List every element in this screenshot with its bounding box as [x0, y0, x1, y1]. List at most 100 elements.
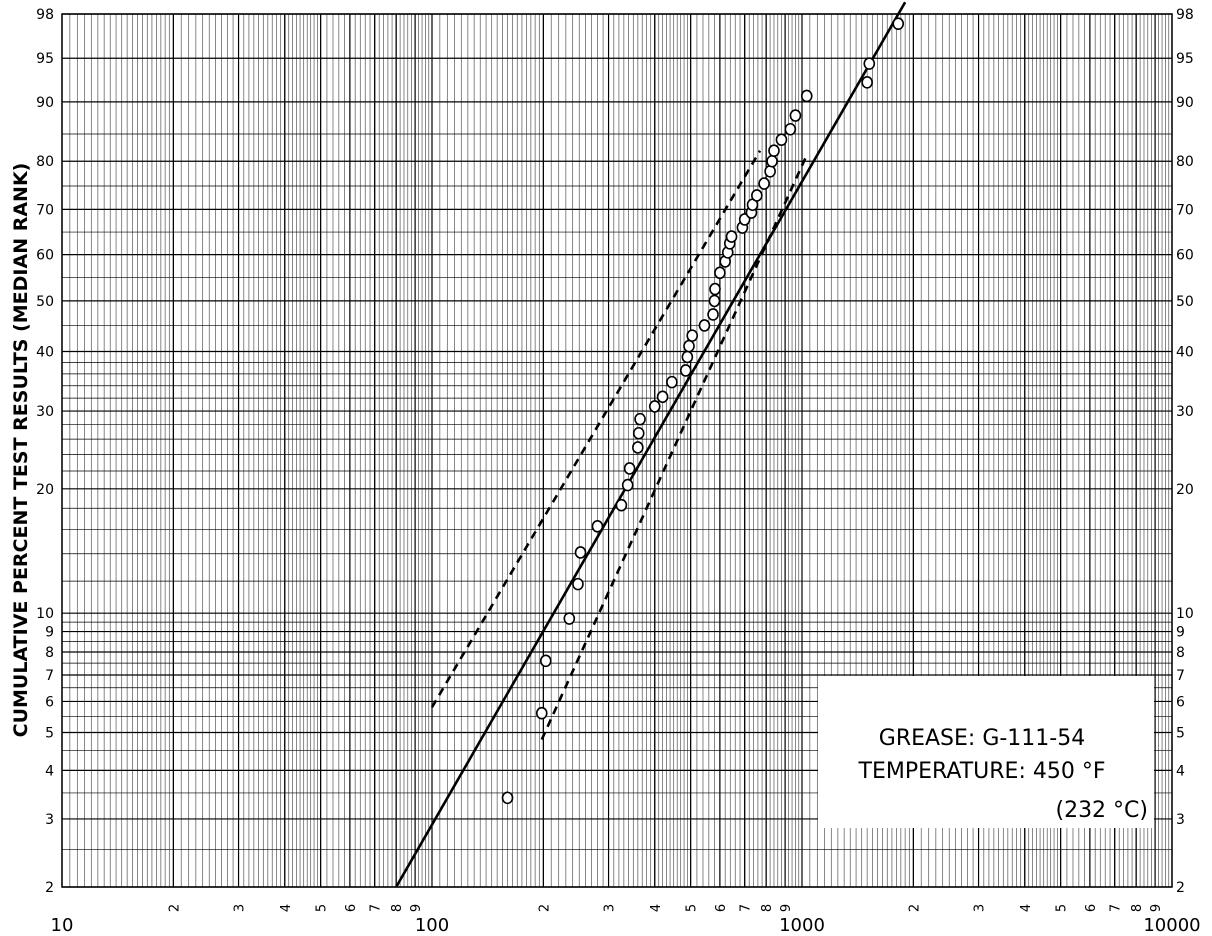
- data-point: [863, 57, 876, 70]
- data-point: [708, 294, 721, 308]
- x-tick-label: 8: [1130, 904, 1145, 912]
- x-tick-label: 4: [1019, 904, 1034, 912]
- y-tick-label-left: 3: [45, 812, 54, 828]
- data-point: [861, 76, 873, 89]
- annotation-temperature: TEMPERATURE: 450 °F: [858, 759, 1106, 784]
- y-tick-label-left: 6: [45, 694, 54, 710]
- x-tick-label: 7: [739, 904, 754, 912]
- y-tick-label-right: 8: [1176, 645, 1185, 661]
- x-tick-label: 2: [537, 904, 552, 912]
- x-tick-label: 5: [685, 904, 700, 912]
- y-tick-label-left: 95: [36, 51, 54, 67]
- y-tick-label-right: 7: [1176, 668, 1185, 684]
- data-point: [648, 400, 661, 413]
- data-points: [501, 17, 905, 805]
- annotation-background: [818, 676, 1154, 828]
- y-axis-ticks-left: 2 3 4 5 6 7 8 9 10 20 30 40 50 60 70 80 90 95 98: [36, 7, 54, 896]
- data-point: [591, 520, 604, 533]
- y-tick-label-left: 60: [36, 248, 54, 264]
- data-point: [535, 706, 548, 720]
- y-tick-label-right: 60: [1176, 248, 1194, 264]
- data-point: [764, 165, 776, 178]
- x-tick-label: 10: [51, 915, 74, 936]
- x-tick-label: 9: [779, 904, 794, 912]
- y-tick-label-left: 9: [45, 625, 54, 641]
- x-tick-label: 5: [315, 904, 330, 912]
- confidence-bound-line: [430, 150, 762, 708]
- x-tick-label: 6: [344, 904, 359, 912]
- y-tick-label-left: 20: [36, 482, 54, 498]
- y-tick-label-left: 80: [36, 154, 54, 170]
- x-tick-label: 5: [1055, 904, 1070, 912]
- y-tick-label-left: 40: [36, 344, 54, 360]
- y-tick-label-right: 40: [1176, 344, 1194, 360]
- y-tick-label-right: 50: [1176, 294, 1194, 310]
- y-tick-label-right: 95: [1176, 51, 1194, 67]
- y-tick-label-left: 10: [36, 606, 54, 622]
- data-point: [681, 350, 694, 364]
- x-tick-label: 10000: [1143, 915, 1200, 936]
- data-point: [766, 154, 778, 168]
- confidence-bound-line: [540, 152, 809, 741]
- data-point: [800, 89, 813, 103]
- annotation-grease: GREASE: G-111-54: [879, 726, 1085, 751]
- data-point: [621, 478, 634, 492]
- y-tick-label-right: 20: [1176, 482, 1194, 498]
- x-tick-label: 9: [409, 904, 424, 912]
- data-point: [615, 498, 628, 512]
- y-tick-label-right: 4: [1176, 763, 1185, 779]
- data-point: [698, 319, 711, 332]
- weibull-fit-line: [395, 1, 907, 888]
- data-point: [725, 230, 738, 243]
- y-tick-label-left: 98: [36, 7, 54, 23]
- x-tick-label: 3: [973, 904, 988, 912]
- y-tick-label-right: 6: [1176, 694, 1185, 710]
- x-tick-label: 9: [1149, 904, 1164, 912]
- x-tick-label: 8: [760, 904, 775, 912]
- y-axis-label: CUMULATIVE PERCENT TEST RESULTS (MEDIAN …: [10, 163, 32, 738]
- x-tick-label: 4: [649, 904, 664, 912]
- y-tick-label-right: 70: [1176, 202, 1194, 218]
- annotation-celsius: (232 °C): [1055, 798, 1148, 823]
- y-tick-label-right: 98: [1176, 7, 1194, 23]
- data-point: [683, 339, 695, 353]
- y-tick-label-right: 3: [1176, 812, 1185, 828]
- data-point: [623, 462, 636, 475]
- data-point: [632, 426, 645, 440]
- data-point: [789, 109, 802, 122]
- data-point: [634, 412, 646, 426]
- data-point: [709, 282, 721, 296]
- data-point: [714, 266, 726, 280]
- x-tick-label: 4: [279, 904, 294, 912]
- y-tick-label-left: 30: [36, 404, 54, 420]
- x-tick-label: 1000: [779, 915, 825, 936]
- y-axis-ticks-right: 2 3 4 5 6 7 8 9 10 20 30 40 50 60 70 80 90 95 98: [1176, 7, 1194, 896]
- y-tick-label-right: 90: [1176, 95, 1194, 111]
- y-tick-label-left: 8: [45, 645, 54, 661]
- data-point: [758, 177, 770, 190]
- x-tick-label: 6: [714, 904, 729, 912]
- x-tick-label: 3: [603, 904, 618, 912]
- y-tick-label-left: 4: [45, 763, 54, 779]
- data-point: [686, 329, 699, 342]
- y-tick-label-left: 2: [45, 880, 54, 896]
- x-tick-label: 7: [369, 904, 384, 912]
- data-point: [768, 144, 780, 158]
- x-tick-label: 3: [233, 904, 248, 912]
- y-tick-label-right: 5: [1176, 726, 1185, 742]
- y-tick-label-left: 70: [36, 202, 54, 218]
- x-tick-label: 8: [390, 904, 405, 912]
- y-tick-label-right: 10: [1176, 606, 1194, 622]
- y-tick-label-right: 80: [1176, 154, 1194, 170]
- data-point: [784, 122, 797, 136]
- data-point: [666, 375, 678, 389]
- x-tick-label: 2: [907, 904, 922, 912]
- data-point: [892, 17, 905, 31]
- data-point: [707, 308, 719, 321]
- y-tick-label-left: 90: [36, 95, 54, 111]
- x-tick-label: 7: [1109, 904, 1124, 912]
- data-point: [574, 546, 587, 559]
- data-point: [656, 390, 669, 404]
